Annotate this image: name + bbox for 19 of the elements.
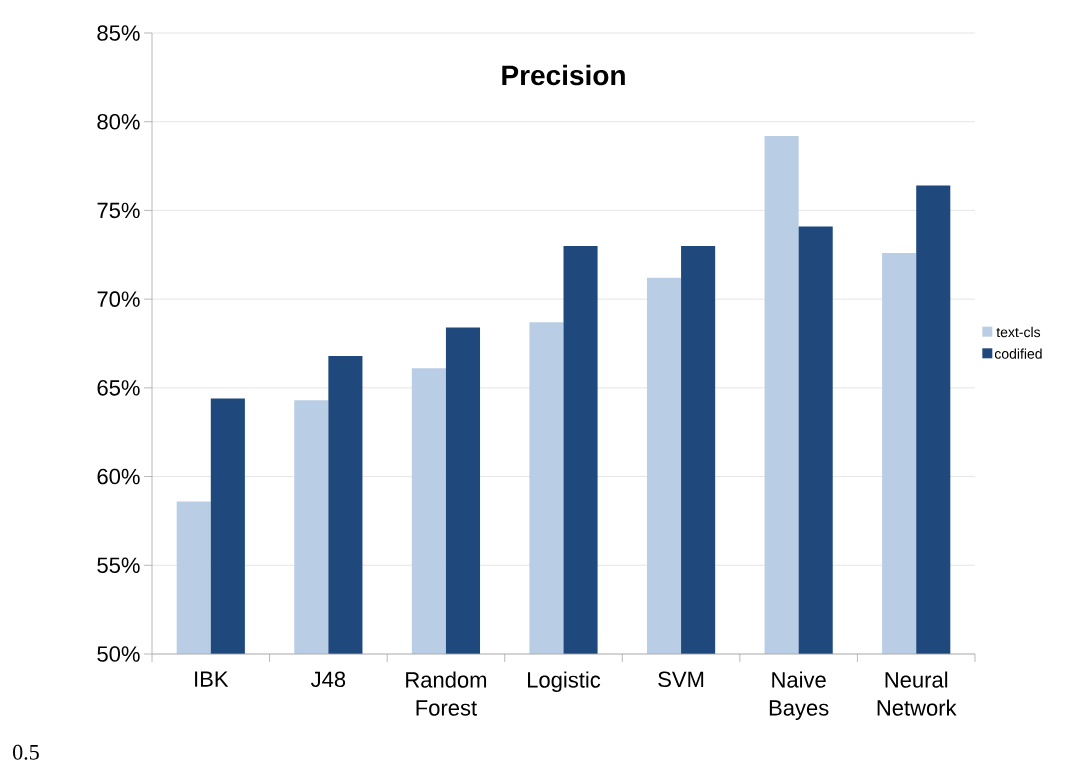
y-tick-label: 85% bbox=[97, 25, 140, 41]
y-tick-label: 65% bbox=[97, 380, 140, 396]
x-tick-label: Logistic bbox=[528, 671, 601, 693]
text: 0.5 bbox=[13, 744, 39, 760]
x-tick-label: J48 bbox=[310, 671, 346, 688]
text: Precision bbox=[502, 64, 625, 86]
y-tick-label: 55% bbox=[97, 557, 140, 574]
x-tick-label: Naive Bayes bbox=[769, 671, 829, 721]
legend-label: codified bbox=[994, 348, 1042, 359]
y-tick-label: 60% bbox=[97, 468, 140, 485]
y-tick-label: 80% bbox=[97, 113, 140, 130]
legend-label: text-cls bbox=[996, 326, 1041, 338]
x-tick-label: Neural Network bbox=[877, 671, 957, 716]
y-tick-label: 75% bbox=[97, 202, 140, 219]
x-tick-label: Random Forest bbox=[406, 671, 487, 716]
x-tick-label: SVM bbox=[658, 671, 704, 688]
x-tick-label: IBK bbox=[195, 671, 229, 687]
y-tick-label: 50% bbox=[97, 646, 140, 662]
y-tick-label: 70% bbox=[97, 291, 140, 307]
